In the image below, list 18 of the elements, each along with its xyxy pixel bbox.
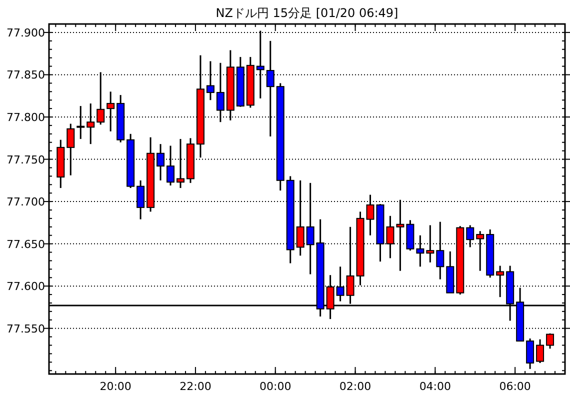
xtick: 22:00 <box>180 380 212 393</box>
ytick: 77.650 <box>6 238 45 251</box>
ytick: 77.900 <box>6 26 45 40</box>
candlestick <box>546 332 554 350</box>
candlestick <box>526 338 534 370</box>
xtick: 04:00 <box>419 380 452 393</box>
ytick: 77.850 <box>6 68 45 82</box>
xtick: 02:00 <box>339 380 372 393</box>
xtick: 00:00 <box>260 380 292 393</box>
ytick: 77.550 <box>6 322 45 336</box>
candlestick <box>536 338 544 364</box>
xtick: 20:00 <box>100 380 132 393</box>
ytick: 77.800 <box>6 111 45 124</box>
ytick: 77.600 <box>6 280 45 294</box>
title: NZドル円 15分足 [01/20 06:49] <box>216 6 398 20</box>
xtick: 06:00 <box>499 380 531 393</box>
ytick: 77.750 <box>6 153 45 166</box>
ytick: 77.700 <box>6 196 45 209</box>
